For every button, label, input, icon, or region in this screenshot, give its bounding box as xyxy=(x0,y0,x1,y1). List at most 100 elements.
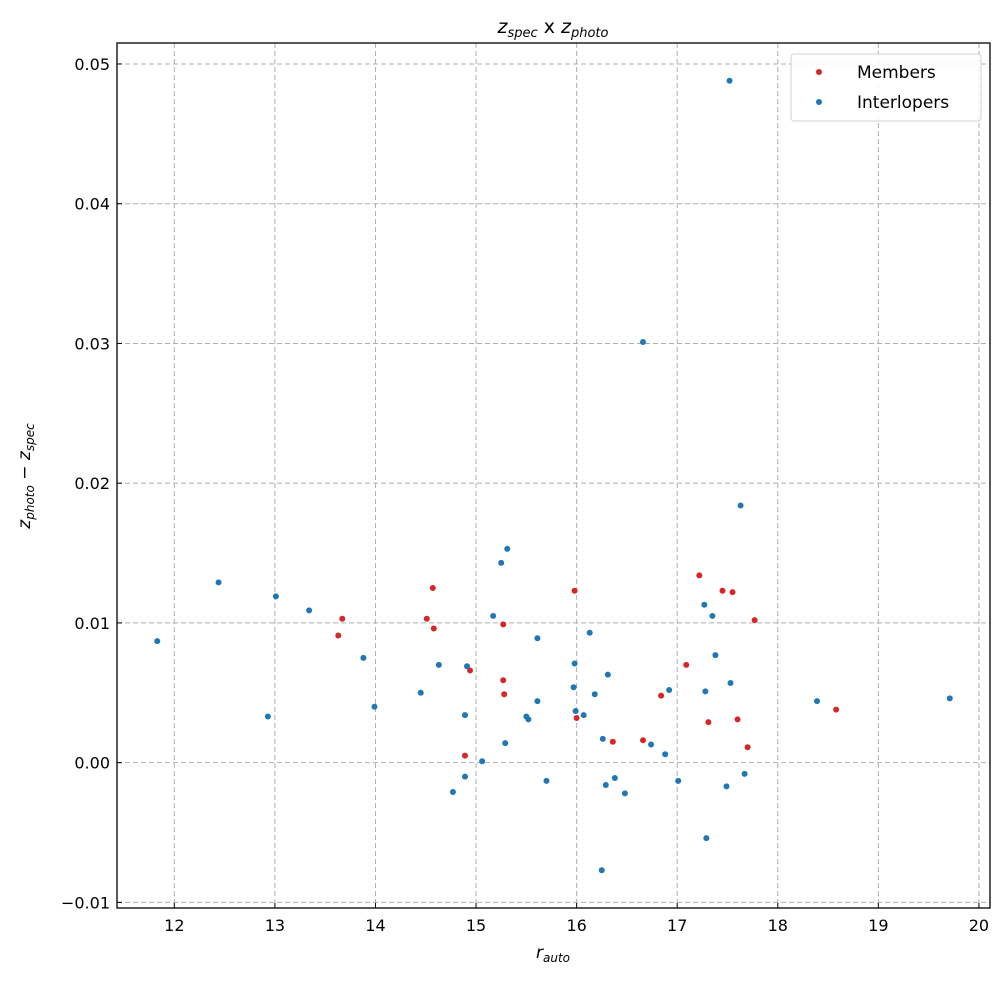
point-interlopers xyxy=(666,687,673,694)
point-interlopers xyxy=(525,716,532,723)
point-interlopers xyxy=(611,775,618,782)
point-interlopers xyxy=(572,707,579,714)
point-interlopers xyxy=(580,712,587,719)
point-interlopers xyxy=(504,545,511,552)
point-interlopers xyxy=(741,770,748,777)
x-tick-label: 19 xyxy=(868,916,888,935)
point-interlopers xyxy=(417,689,424,696)
point-members xyxy=(461,752,468,759)
point-interlopers xyxy=(272,593,279,600)
point-interlopers xyxy=(479,758,486,765)
point-interlopers xyxy=(598,867,605,874)
y-tick-label: 0.04 xyxy=(74,195,110,214)
point-interlopers xyxy=(490,612,497,619)
point-members xyxy=(430,625,437,632)
point-members xyxy=(744,744,751,751)
point-members xyxy=(467,667,474,674)
x-tick-label: 13 xyxy=(265,916,285,935)
grid xyxy=(117,43,990,908)
point-interlopers xyxy=(726,77,733,84)
legend-marker-members xyxy=(816,69,822,75)
point-interlopers xyxy=(498,559,505,566)
point-interlopers xyxy=(727,680,734,687)
legend-label-interlopers: Interlopers xyxy=(857,93,949,113)
point-interlopers xyxy=(703,835,710,842)
legend-marker-interlopers xyxy=(816,99,822,105)
point-interlopers xyxy=(946,695,953,702)
point-interlopers xyxy=(534,635,541,642)
x-tick-label: 17 xyxy=(667,916,687,935)
x-tick-label: 14 xyxy=(365,916,385,935)
point-interlopers xyxy=(215,579,222,586)
point-members xyxy=(429,584,436,591)
x-tick-label: 20 xyxy=(969,916,989,935)
point-interlopers xyxy=(586,629,593,636)
point-interlopers xyxy=(675,777,682,784)
point-members xyxy=(696,572,703,579)
point-members xyxy=(339,615,346,622)
y-axis-label: zphoto − zspec xyxy=(15,423,37,530)
point-members xyxy=(500,621,507,628)
point-interlopers xyxy=(461,712,468,719)
point-interlopers xyxy=(435,661,442,668)
point-members xyxy=(609,738,616,745)
legend-box xyxy=(790,53,982,122)
point-members xyxy=(705,719,712,726)
x-tick-label: 18 xyxy=(768,916,788,935)
point-interlopers xyxy=(502,740,509,747)
point-members xyxy=(500,677,507,684)
y-tick-label: 0.03 xyxy=(74,334,110,353)
point-members xyxy=(573,714,580,721)
legend-label-members: Members xyxy=(857,63,936,83)
point-interlopers xyxy=(599,735,606,742)
y-tick-label: 0.05 xyxy=(74,55,110,74)
point-members xyxy=(658,692,665,699)
point-interlopers xyxy=(571,660,578,667)
point-interlopers xyxy=(534,698,541,705)
point-interlopers xyxy=(648,741,655,748)
point-members xyxy=(640,737,647,744)
plot-frame xyxy=(116,42,991,909)
point-interlopers xyxy=(701,601,708,608)
point-members xyxy=(729,589,736,596)
ticks: 12 13 14 15 16 17 18 19 20 −0.01 0.00 0.01 0.02 0.03 0… xyxy=(61,55,989,935)
point-interlopers xyxy=(709,612,716,619)
point-interlopers xyxy=(461,773,468,780)
data-points xyxy=(154,77,953,874)
point-interlopers xyxy=(604,671,611,678)
point-interlopers xyxy=(702,688,709,695)
x-tick-label: 16 xyxy=(566,916,586,935)
point-members xyxy=(734,716,741,723)
point-interlopers xyxy=(371,703,378,710)
point-members xyxy=(683,661,690,668)
y-tick-label: 0.01 xyxy=(74,614,110,633)
point-interlopers xyxy=(591,691,598,698)
point-members xyxy=(423,615,430,622)
legend: Members Interlopers xyxy=(790,53,982,122)
point-interlopers xyxy=(723,783,730,790)
point-interlopers xyxy=(712,652,719,659)
point-interlopers xyxy=(543,777,550,784)
point-interlopers xyxy=(449,789,456,796)
point-interlopers xyxy=(662,751,669,758)
y-tick-label: 0.00 xyxy=(74,754,110,773)
point-interlopers xyxy=(264,713,271,720)
point-members xyxy=(335,632,342,639)
y-tick-label: −0.01 xyxy=(61,893,110,912)
chart-title: zspec x zphoto xyxy=(497,16,609,41)
point-interlopers xyxy=(360,654,367,661)
point-members xyxy=(833,706,840,713)
x-axis-label: rauto xyxy=(536,943,570,965)
x-tick-label: 15 xyxy=(466,916,486,935)
point-interlopers xyxy=(621,790,628,797)
point-members xyxy=(571,587,578,594)
point-interlopers xyxy=(640,339,647,346)
point-interlopers xyxy=(602,782,609,789)
point-interlopers xyxy=(570,684,577,691)
point-members xyxy=(751,617,758,624)
x-tick-label: 12 xyxy=(164,916,184,935)
point-interlopers xyxy=(306,607,313,614)
point-members xyxy=(719,587,726,594)
point-interlopers xyxy=(154,638,161,645)
